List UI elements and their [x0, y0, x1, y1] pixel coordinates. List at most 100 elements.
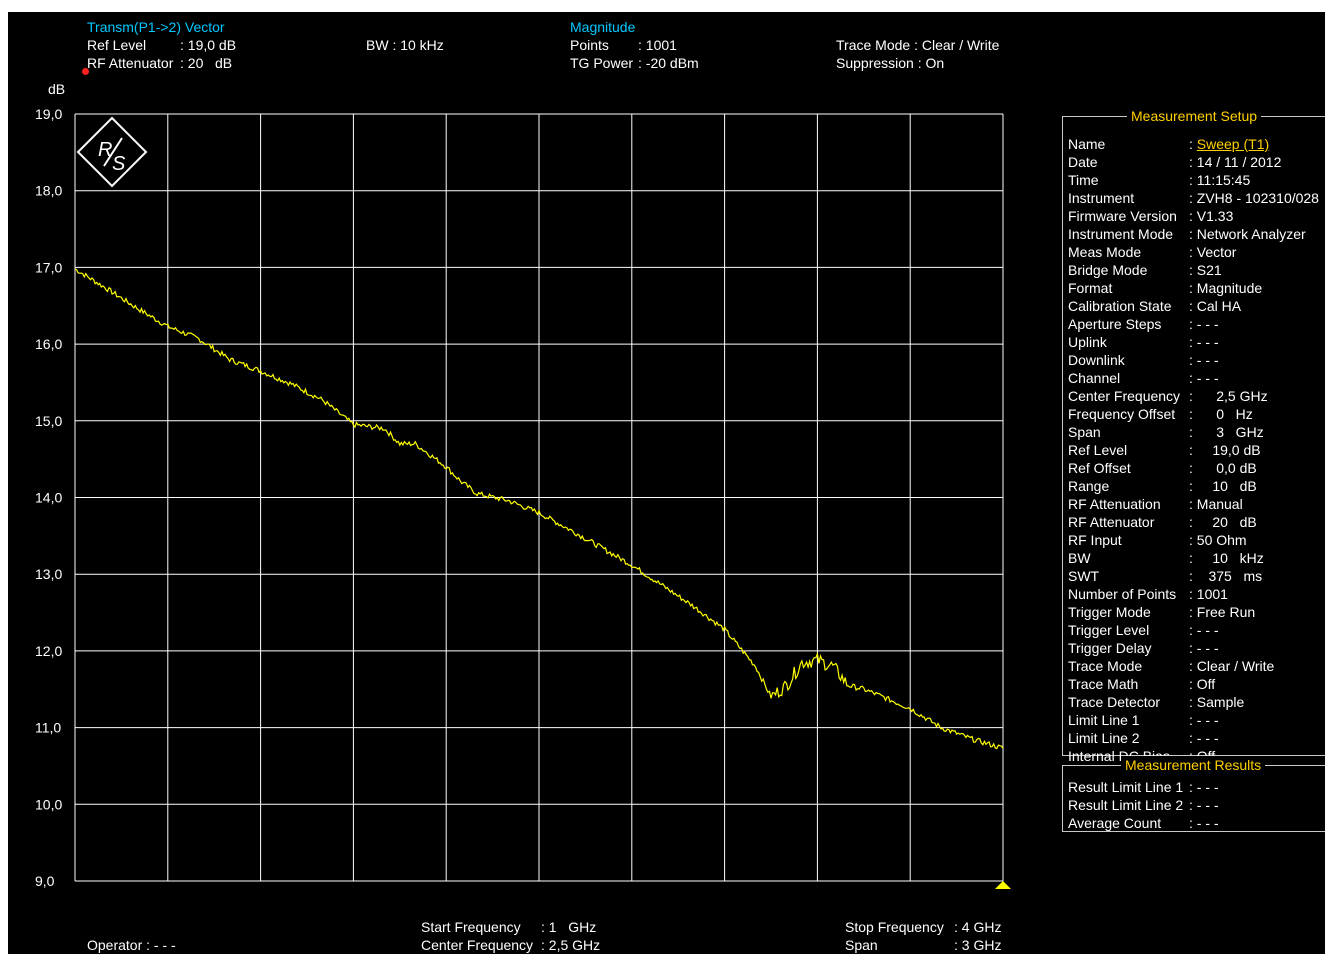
y-tick-label: 17,0: [35, 259, 62, 275]
tg-power-label: TG Power: [570, 55, 634, 71]
setup-value: : 20 dB: [1189, 514, 1257, 530]
result-value: : - - -: [1189, 815, 1219, 831]
setup-key: Ref Offset: [1068, 460, 1131, 476]
setup-value: : Clear / Write: [1189, 658, 1275, 674]
setup-value: : 10 kHz: [1189, 550, 1264, 566]
setup-value: : V1.33: [1189, 208, 1234, 224]
setup-key: Date: [1068, 154, 1098, 170]
setup-value: : 50 Ohm: [1189, 532, 1247, 548]
setup-value: : S21: [1189, 262, 1222, 278]
setup-key: Instrument Mode: [1068, 226, 1174, 242]
bandwidth-label: BW : 10 kHz: [366, 37, 444, 53]
analyzer-screen: Transm(P1->2) Vector Ref Level : 19,0 dB…: [8, 12, 1325, 954]
mode-title: Transm(P1->2) Vector: [87, 19, 225, 35]
setup-key: Frequency Offset: [1068, 406, 1176, 422]
setup-key: RF Attenuation: [1068, 496, 1161, 512]
setup-key: Trace Math: [1068, 676, 1139, 692]
setup-key: Trigger Delay: [1068, 640, 1152, 656]
setup-value: : Magnitude: [1189, 280, 1263, 296]
y-unit-label: dB: [48, 81, 66, 97]
red-dot-icon: [82, 68, 89, 75]
start-frequency-value: : 1 GHz: [541, 919, 597, 935]
ref-level-label: Ref Level: [87, 37, 147, 53]
setup-value: : 11:15:45: [1189, 172, 1251, 188]
setup-key: Center Frequency: [1068, 388, 1181, 404]
setup-key: Meas Mode: [1068, 244, 1142, 260]
y-tick-label: 18,0: [35, 183, 62, 199]
setup-value: : 14 / 11 / 2012: [1189, 154, 1282, 170]
setup-key: Trigger Level: [1068, 622, 1150, 638]
y-tick-label: 9,0: [35, 873, 55, 889]
setup-value: : 375 ms: [1189, 568, 1263, 584]
setup-key: Bridge Mode: [1068, 262, 1148, 278]
setup-key: Span: [1068, 424, 1101, 440]
setup-value: : 1001: [1189, 586, 1228, 602]
setup-value: : 3 GHz: [1189, 424, 1264, 440]
measurement-setup-panel: Measurement Setup Name : Sweep (T1) Date : …: [1062, 107, 1325, 764]
setup-value: : 0,0 dB: [1189, 460, 1257, 476]
setup-value: : Manual: [1189, 496, 1243, 512]
setup-key: SWT: [1068, 568, 1100, 584]
setup-value: : - - -: [1189, 730, 1219, 746]
setup-value: : Free Run: [1189, 604, 1256, 620]
setup-value: : - - -: [1189, 352, 1219, 368]
svg-text:R: R: [98, 139, 112, 161]
points-label: Points: [570, 37, 609, 53]
setup-value: : Cal HA: [1189, 298, 1242, 314]
setup-key: Time: [1068, 172, 1099, 188]
center-frequency-value: : 2,5 GHz: [541, 937, 601, 953]
format-title: Magnitude: [570, 19, 636, 35]
result-value: : - - -: [1189, 779, 1219, 795]
rf-attenuator-label: RF Attenuator: [87, 55, 174, 71]
setup-key: Aperture Steps: [1068, 316, 1162, 332]
setup-value: : 19,0 dB: [1189, 442, 1261, 458]
setup-key: Trace Detector: [1068, 694, 1161, 710]
triangle-marker-icon: [995, 881, 1011, 889]
setup-key: Limit Line 1: [1068, 712, 1140, 728]
stop-frequency-label: Stop Frequency: [845, 919, 944, 935]
sweep-name-link[interactable]: : Sweep (T1): [1189, 136, 1270, 152]
stop-frequency-value: : 4 GHz: [954, 919, 1002, 935]
y-tick-label: 10,0: [35, 796, 62, 812]
span-value: : 3 GHz: [954, 937, 1002, 953]
setup-value: : - - -: [1189, 370, 1219, 386]
y-tick-label: 16,0: [35, 336, 62, 352]
setup-value: : 0 Hz: [1189, 406, 1253, 422]
setup-key: Name: [1068, 136, 1106, 152]
setup-value: : 10 dB: [1189, 478, 1257, 494]
setup-key: Uplink: [1068, 334, 1107, 350]
tg-power-value: : -20 dBm: [638, 55, 699, 71]
center-frequency-label: Center Frequency: [421, 937, 534, 953]
setup-value: : - - -: [1189, 334, 1219, 350]
operator-label: Operator : - - -: [87, 937, 176, 953]
setup-key: Limit Line 2: [1068, 730, 1140, 746]
setup-value: : - - -: [1189, 712, 1219, 728]
setup-value: : Vector: [1189, 244, 1237, 260]
setup-key: Trigger Mode: [1068, 604, 1151, 620]
measurement-results-panel: Measurement Results Result Limit Line 1:…: [1062, 756, 1325, 832]
setup-key: RF Input: [1068, 532, 1122, 548]
setup-value: : Sample: [1189, 694, 1245, 710]
setup-value: : 2,5 GHz: [1189, 388, 1268, 404]
setup-key: RF Attenuator: [1068, 514, 1155, 530]
setup-value: : - - -: [1189, 316, 1219, 332]
y-tick-label: 19,0: [35, 106, 62, 122]
setup-key: Trace Mode: [1068, 658, 1143, 674]
setup-value: : - - -: [1189, 622, 1219, 638]
magnitude-chart: 19,0 18,0 17,0 16,0 15,0 14,0 13,0 12,0 11,0 10,0…: [35, 106, 1011, 889]
setup-key: Instrument: [1068, 190, 1135, 206]
setup-key: Range: [1068, 478, 1110, 494]
y-tick-label: 11,0: [35, 720, 61, 736]
setup-key: Downlink: [1068, 352, 1125, 368]
result-key: Result Limit Line 1: [1068, 779, 1184, 795]
result-key: Result Limit Line 2: [1068, 797, 1184, 813]
setup-key: BW: [1068, 550, 1091, 566]
y-tick-label: 12,0: [35, 643, 62, 659]
setup-key: Channel: [1068, 370, 1121, 386]
y-tick-label: 14,0: [35, 490, 62, 506]
y-tick-label: 15,0: [35, 413, 62, 429]
svg-text:S: S: [112, 153, 126, 175]
y-tick-label: 13,0: [35, 566, 62, 582]
setup-key: Calibration State: [1068, 298, 1172, 314]
measurement-setup-title: Measurement Setup: [1127, 107, 1262, 125]
